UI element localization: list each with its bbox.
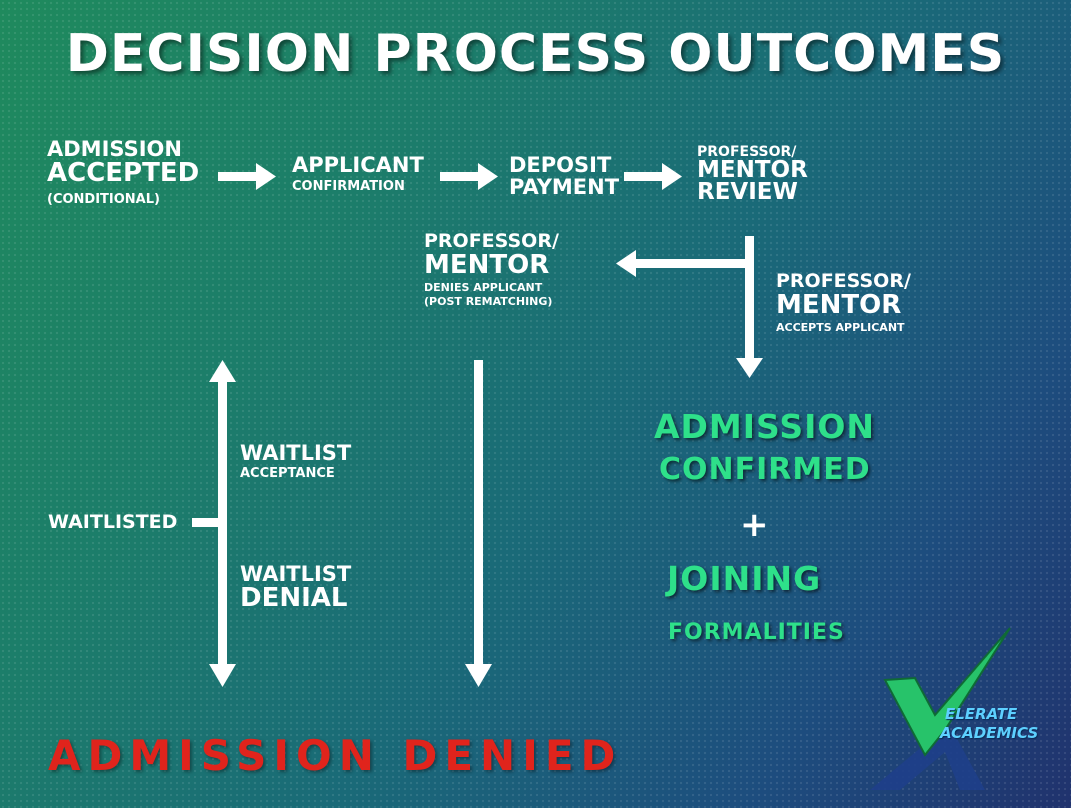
node-deposit-payment: DEPOSIT PAYMENT: [509, 154, 619, 198]
admission-accepted-line1: ADMISSION: [47, 137, 182, 161]
node-mentor-denies: PROFESSOR/ MENTOR DENIES APPLICANT (POST…: [424, 230, 559, 308]
node-mentor-review: PROFESSOR/ MENTOR REVIEW: [697, 145, 808, 203]
node-mentor-accepts: PROFESSOR/ MENTOR ACCEPTS APPLICANT: [776, 270, 911, 335]
admission-confirmed-line2: CONFIRMED: [659, 452, 871, 487]
mentor-review-line2: MENTOR: [697, 156, 808, 183]
waitlist-acceptance-line2: ACCEPTANCE: [240, 466, 335, 482]
arrow-deposit-to-review-head: [662, 163, 682, 190]
logo-text-line2: ACADEMICS: [940, 724, 1039, 742]
admission-confirmed-line1: ADMISSION: [654, 407, 876, 446]
mentor-accepts-line3: ACCEPTS APPLICANT: [776, 321, 905, 335]
mentor-denies-line4: (POST REMATCHING): [424, 294, 553, 308]
waitlist-denial-line2: DENIAL: [240, 583, 348, 614]
mentor-denies-line1: PROFESSOR/: [424, 230, 559, 252]
logo-x-mark: [870, 690, 985, 790]
joining-line: JOINING: [667, 559, 822, 598]
arrow-review-stem: [745, 236, 754, 361]
arrow-denies-down-head: [465, 664, 492, 687]
mentor-review-line1: PROFESSOR/: [697, 144, 797, 160]
arrow-denies-down: [474, 360, 483, 666]
arrow-waitlist-down-head: [209, 664, 236, 687]
logo-text-line1: ELERATE: [945, 705, 1018, 723]
waitlist-acceptance-line1: WAITLIST: [240, 441, 352, 465]
page-title: DECISION PROCESS OUTCOMES: [65, 24, 1006, 84]
node-applicant-confirmation: APPLICANT CONFIRMATION: [292, 154, 424, 194]
admission-accepted-line3: (CONDITIONAL): [47, 192, 160, 208]
node-admission-accepted: ADMISSION ACCEPTED (CONDITIONAL): [47, 138, 199, 207]
applicant-confirmation-line1: APPLICANT: [292, 153, 424, 177]
node-waitlist-denial: WAITLIST DENIAL: [240, 563, 351, 612]
waitlist-denial-line1: WAITLIST: [240, 562, 352, 586]
arrow-waitlist-vertical: [218, 380, 227, 666]
waitlisted-connector: [192, 518, 222, 527]
arrow-confirmation-to-deposit-head: [478, 163, 498, 190]
arrow-review-to-denies-head: [616, 250, 636, 277]
mentor-review-line3: REVIEW: [697, 178, 798, 205]
plus-sign: +: [740, 505, 769, 545]
formalities-line: FORMALITIES: [668, 620, 845, 645]
arrow-review-to-accepts-head: [736, 358, 763, 378]
arrow-review-to-denies: [633, 259, 754, 268]
waitlisted-label: WAITLISTED: [48, 511, 178, 533]
arrow-confirmation-to-deposit: [440, 172, 480, 181]
deposit-payment-line1: DEPOSIT: [509, 153, 612, 177]
node-waitlist-acceptance: WAITLIST ACCEPTANCE: [240, 442, 351, 481]
mentor-accepts-line2: MENTOR: [776, 289, 902, 320]
mentor-accepts-line1: PROFESSOR/: [776, 270, 911, 292]
applicant-confirmation-line2: CONFIRMATION: [292, 179, 405, 195]
arrow-accepted-to-confirmation: [218, 172, 258, 181]
arrow-accepted-to-confirmation-head: [256, 163, 276, 190]
arrow-waitlist-up-head: [209, 360, 236, 382]
arrow-deposit-to-review: [624, 172, 664, 181]
mentor-denies-line3: DENIES APPLICANT: [424, 281, 543, 295]
deposit-payment-line2: PAYMENT: [509, 175, 620, 200]
logo-check-mark: [883, 627, 1011, 757]
mentor-denies-line2: MENTOR: [424, 249, 550, 280]
admission-denied-label: ADMISSION DENIED: [48, 731, 623, 780]
admission-accepted-line2: ACCEPTED: [47, 158, 200, 189]
